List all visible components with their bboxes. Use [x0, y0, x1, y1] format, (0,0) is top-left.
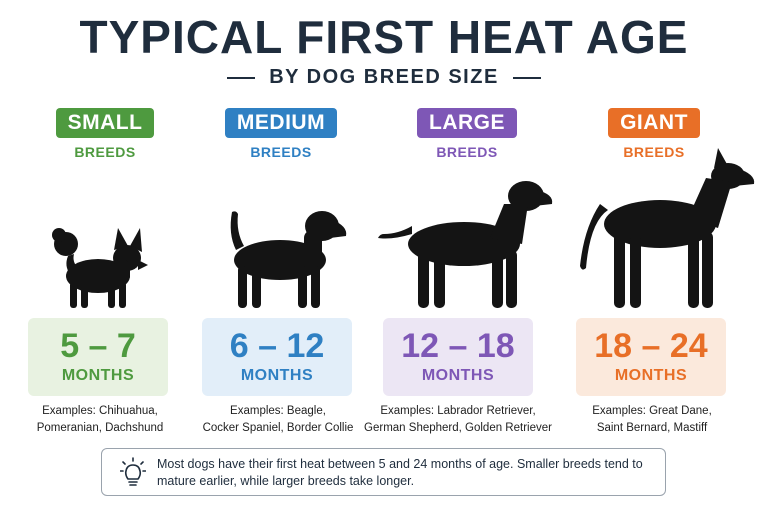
medium-breeds-label: BREEDS — [250, 144, 312, 160]
medium-breed-header: MEDIUM BREEDS — [196, 108, 366, 160]
small-breed-header: SMALL BREEDS — [20, 108, 190, 160]
large-age-range: 12 – 18 — [401, 327, 515, 365]
small-age-unit: MONTHS — [61, 367, 135, 384]
info-note: Most dogs have their first heat between … — [101, 448, 666, 496]
giant-examples-line-2: Saint Bernard, Mastiff — [596, 422, 708, 434]
large-dog-silhouette-icon — [378, 178, 554, 310]
small-badge: SMALL — [55, 108, 155, 138]
large-breeds-label: BREEDS — [436, 144, 498, 160]
small-dog-silhouette-icon — [48, 222, 148, 310]
medium-age-unit: MONTHS — [240, 367, 314, 384]
large-breed-header: LARGE BREEDS — [382, 108, 552, 160]
medium-examples-line-2: Cocker Spaniel, Border Collie — [202, 422, 354, 434]
large-examples-line-2: German Shepherd, Golden Retriever — [364, 422, 552, 434]
medium-age-range: 6 – 12 — [229, 327, 325, 365]
large-badge: LARGE — [417, 108, 517, 138]
large-examples: Examples: Labrador Retriever, German She… — [358, 403, 558, 437]
giant-dog-silhouette-icon — [578, 148, 756, 310]
small-examples-line-1: Examples: Chihuahua, — [42, 405, 158, 417]
small-examples: Examples: Chihuahua, Pomeranian, Dachshu… — [0, 403, 200, 437]
small-breeds-label: BREEDS — [74, 144, 136, 160]
medium-dog-silhouette-icon — [218, 204, 350, 310]
large-age-unit: MONTHS — [421, 367, 495, 384]
lightbulb-icon — [119, 457, 147, 494]
medium-examples: Examples: Beagle, Cocker Spaniel, Border… — [178, 403, 378, 437]
subtitle-right-dash — [512, 76, 541, 79]
medium-examples-line-1: Examples: Beagle, — [230, 405, 326, 417]
large-age-box: 12 – 18 MONTHS — [383, 318, 533, 396]
giant-age-unit: MONTHS — [614, 367, 688, 384]
giant-breed-header: GIANT BREEDS — [569, 108, 739, 160]
giant-examples-line-1: Examples: Great Dane, — [592, 405, 712, 417]
subtitle-left-dash — [227, 76, 256, 79]
note-text: Most dogs have their first heat between … — [157, 457, 643, 488]
large-examples-line-1: Examples: Labrador Retriever, — [380, 405, 536, 417]
small-age-range: 5 – 7 — [60, 327, 136, 365]
page-title: TYPICAL FIRST HEAT AGE — [79, 11, 689, 63]
giant-badge: GIANT — [608, 108, 700, 138]
giant-age-box: 18 – 24 MONTHS — [576, 318, 726, 396]
small-age-box: 5 – 7 MONTHS — [28, 318, 168, 396]
giant-breeds-label: BREEDS — [623, 144, 685, 160]
page-subtitle: BY DOG BREED SIZE — [0, 66, 768, 89]
subtitle-text: BY DOG BREED SIZE — [269, 66, 499, 88]
small-examples-line-2: Pomeranian, Dachshund — [36, 422, 164, 434]
medium-age-box: 6 – 12 MONTHS — [202, 318, 352, 396]
medium-badge: MEDIUM — [224, 108, 338, 138]
giant-examples: Examples: Great Dane, Saint Bernard, Mas… — [552, 403, 752, 437]
giant-age-range: 18 – 24 — [594, 327, 708, 365]
